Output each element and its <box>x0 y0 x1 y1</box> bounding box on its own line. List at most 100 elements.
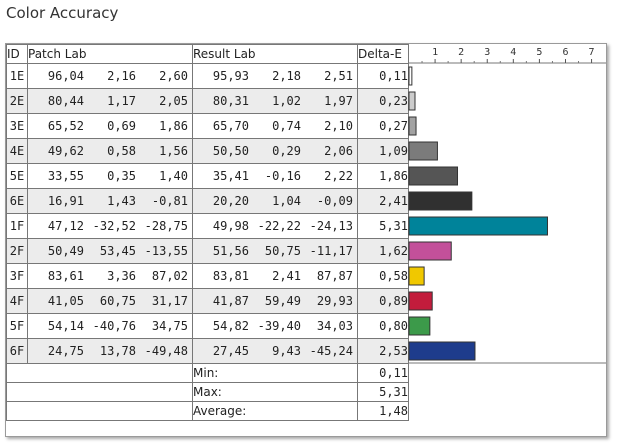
patch-lab: 41,05 60,75 31,17 <box>27 288 193 314</box>
lab-b-value: 34,03 <box>316 319 353 333</box>
patch-lab: 50,49 53,45 -13,55 <box>27 238 193 264</box>
lab-l-value: 80,44 <box>47 94 84 108</box>
patch-lab: 49,62 0,58 1,56 <box>27 138 193 164</box>
lab-values: 50,49 53,45 -13,55 <box>29 244 192 258</box>
result-lab: 51,56 50,75 -11,17 <box>192 238 358 264</box>
lab-b-value: 2,51 <box>324 69 353 83</box>
lab-l-value: 33,55 <box>47 169 84 183</box>
delta-e-value: 0,80 <box>357 313 409 339</box>
lab-l-value: 54,82 <box>212 319 249 333</box>
result-lab: 50,50 0,29 2,06 <box>192 138 358 164</box>
patch-id: 5E <box>6 163 28 189</box>
lab-a-value: 1,04 <box>272 194 301 208</box>
lab-b-value: 2,60 <box>159 69 188 83</box>
lab-values: 20,20 1,04 -0,09 <box>194 194 357 208</box>
lab-values: 65,52 0,69 1,86 <box>29 119 192 133</box>
result-lab: 41,87 59,49 29,93 <box>192 288 358 314</box>
lab-l-value: 41,05 <box>47 294 84 308</box>
summary-row: Min: 0,11 <box>6 363 409 383</box>
patch-id: 2F <box>6 238 28 264</box>
delta-e-value: 1,62 <box>357 238 409 264</box>
patch-id: 1E <box>6 63 28 89</box>
table-row: 4E 49,62 0,58 1,56 50,50 0,29 2,06 1,09 <box>6 138 409 164</box>
x-tick-label: 6 <box>562 47 568 58</box>
lab-l-value: 47,12 <box>47 219 84 233</box>
page-title: Color Accuracy <box>6 4 119 22</box>
table-row: 6E 16,91 1,43 -0,81 20,20 1,04 -0,09 2,41 <box>6 188 409 214</box>
delta-e-value: 0,27 <box>357 113 409 139</box>
lab-a-value: -40,76 <box>92 319 136 333</box>
lab-a-value: 1,43 <box>107 194 136 208</box>
patch-lab: 16,91 1,43 -0,81 <box>27 188 193 214</box>
lab-a-value: -22,22 <box>257 219 301 233</box>
lab-l-value: 35,41 <box>212 169 249 183</box>
patch-lab: 54,14 -40,76 34,75 <box>27 313 193 339</box>
summary-value: 1,48 <box>357 401 409 421</box>
lab-b-value: 2,06 <box>324 144 353 158</box>
lab-l-value: 49,62 <box>47 144 84 158</box>
lab-values: 95,93 2,18 2,51 <box>194 69 357 83</box>
bar-1F <box>408 216 548 236</box>
lab-l-value: 51,56 <box>212 244 249 258</box>
result-lab: 80,31 1,02 1,97 <box>192 88 358 114</box>
lab-values: 47,12 -32,52 -28,75 <box>29 219 192 233</box>
lab-b-value: 87,02 <box>151 269 188 283</box>
lab-values: 41,87 59,49 29,93 <box>194 294 357 308</box>
lab-values: 24,75 13,78 -49,48 <box>29 344 192 358</box>
lab-a-value: 0,69 <box>107 119 136 133</box>
lab-values: 80,44 1,17 2,05 <box>29 94 192 108</box>
summary-label: Max: <box>192 382 358 402</box>
table-row: 3F 83,61 3,36 87,02 83,81 2,41 87,87 0,58 <box>6 263 409 289</box>
patch-lab: 47,12 -32,52 -28,75 <box>27 213 193 239</box>
table-row: 2F 50,49 53,45 -13,55 51,56 50,75 -11,17 1,62 <box>6 238 409 264</box>
lab-l-value: 65,70 <box>212 119 249 133</box>
table-row: 6F 24,75 13,78 -49,48 27,45 9,43 -45,24 2,53 <box>6 338 409 364</box>
result-lab: 95,93 2,18 2,51 <box>192 63 358 89</box>
patch-lab: 80,44 1,17 2,05 <box>27 88 193 114</box>
x-tick-label: 7 <box>589 47 595 58</box>
lab-a-value: 2,16 <box>107 69 136 83</box>
lab-values: 50,50 0,29 2,06 <box>194 144 357 158</box>
result-lab-header: Result Lab <box>192 44 358 64</box>
lab-b-value: 1,86 <box>159 119 188 133</box>
lab-b-value: 2,22 <box>324 169 353 183</box>
bar-3E <box>408 116 417 136</box>
lab-values: 83,81 2,41 87,87 <box>194 269 357 283</box>
lab-b-value: 2,05 <box>159 94 188 108</box>
patch-lab: 33,55 0,35 1,40 <box>27 163 193 189</box>
summary-value: 0,11 <box>357 363 409 383</box>
delta-e-header: Delta-E <box>357 44 409 64</box>
bar-6E <box>408 191 473 211</box>
x-tick-label: 1 <box>432 47 438 58</box>
lab-a-value: 0,29 <box>272 144 301 158</box>
lab-a-value: 1,17 <box>107 94 136 108</box>
lab-l-value: 50,49 <box>47 244 84 258</box>
result-lab: 49,98 -22,22 -24,13 <box>192 213 358 239</box>
lab-values: 51,56 50,75 -11,17 <box>194 244 357 258</box>
lab-b-value: 29,93 <box>316 294 353 308</box>
summary-row: Max: 5,31 <box>6 382 409 402</box>
delta-e-value: 1,09 <box>357 138 409 164</box>
lab-l-value: 83,81 <box>212 269 249 283</box>
bar-2E <box>408 91 416 111</box>
lab-values: 16,91 1,43 -0,81 <box>29 194 192 208</box>
result-lab: 35,41 -0,16 2,22 <box>192 163 358 189</box>
bar-4F <box>408 291 433 311</box>
lab-values: 27,45 9,43 -45,24 <box>194 344 357 358</box>
patch-id: 2E <box>6 88 28 114</box>
patch-lab: 65,52 0,69 1,86 <box>27 113 193 139</box>
patch-id: 3E <box>6 113 28 139</box>
summary-empty-cell <box>6 401 193 421</box>
lab-a-value: -0,16 <box>264 169 301 183</box>
delta-e-value: 0,11 <box>357 63 409 89</box>
lab-a-value: 2,18 <box>272 69 301 83</box>
lab-a-value: -39,40 <box>257 319 301 333</box>
lab-a-value: 59,49 <box>264 294 301 308</box>
lab-b-value: -0,81 <box>151 194 188 208</box>
table-row: 5E 33,55 0,35 1,40 35,41 -0,16 2,22 1,86 <box>6 163 409 189</box>
result-lab: 20,20 1,04 -0,09 <box>192 188 358 214</box>
x-tick-label: 2 <box>458 47 464 58</box>
lab-l-value: 83,61 <box>47 269 84 283</box>
summary-row: Average: 1,48 <box>6 401 409 421</box>
lab-b-value: 1,97 <box>324 94 353 108</box>
